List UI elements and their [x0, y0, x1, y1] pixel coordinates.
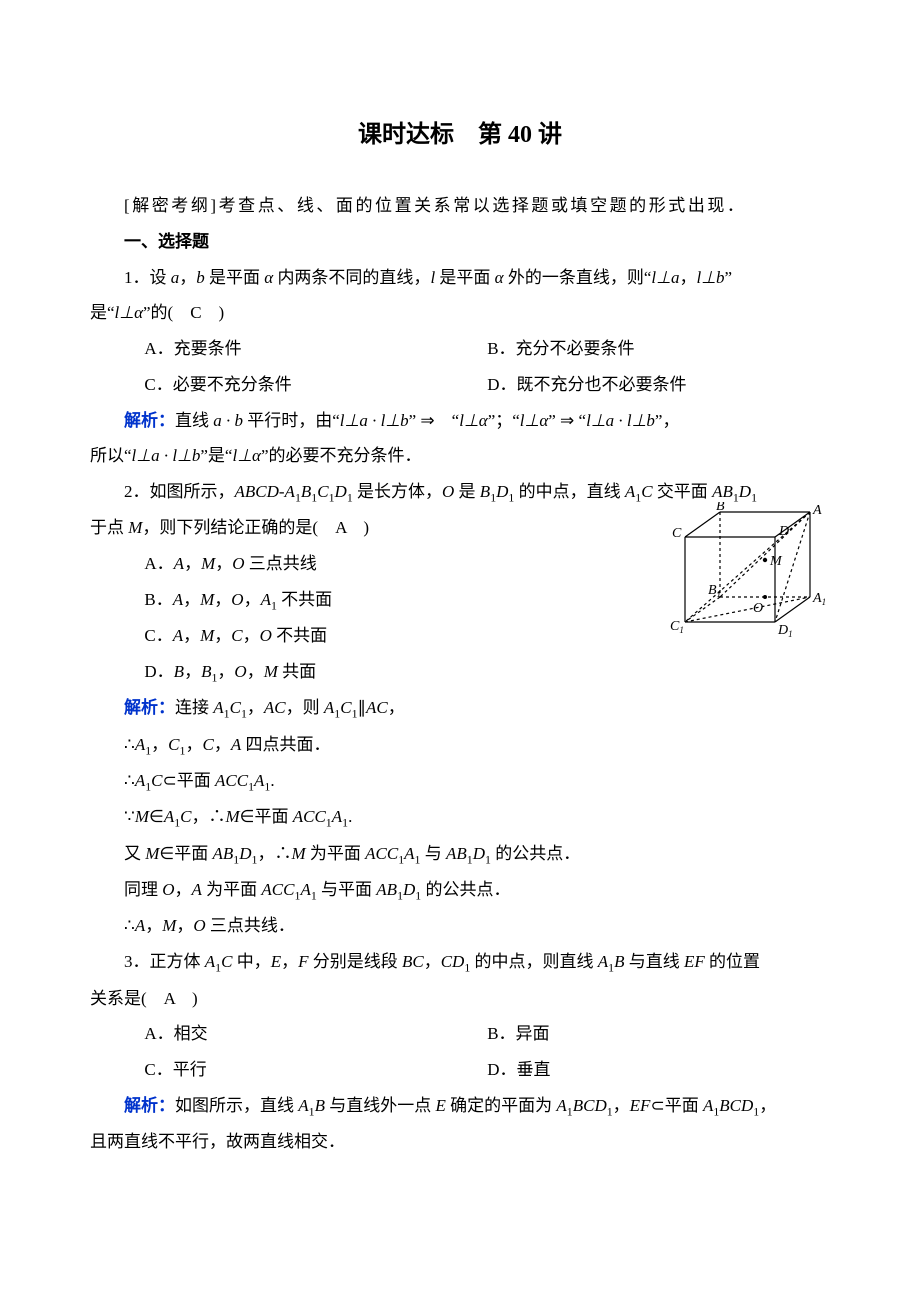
q2-optD: D．B，B1，O，M 共面 — [144, 654, 830, 690]
q2-ans-3: ∴A1C⊂平面 ACC1A1. — [90, 763, 830, 799]
q1-optC: C．必要不充分条件 — [144, 367, 487, 403]
page: 课时达标 第 40 讲 [解密考纲]考查点、线、面的位置关系常以选择题或填空题的… — [0, 0, 920, 1302]
q3-optA: A．相交 — [144, 1016, 487, 1052]
cuboid-diagram: B A C D M B1 A1 C1 D1 O — [660, 502, 830, 652]
q1-optA: A．充要条件 — [144, 331, 487, 367]
q3-ans-2: 且两直线不平行，故两直线相交． — [90, 1124, 830, 1160]
label-D: D — [778, 524, 789, 539]
section-heading: 一、选择题 — [90, 224, 830, 260]
q2-block: B A C D M B1 A1 C1 D1 O 2．如图所示，ABCD-A1B1… — [90, 474, 830, 690]
q3-stem-line1: 3．正方体 A1C 中，E，F 分别是线段 BC，CD1 的中点，则直线 A1B… — [90, 944, 830, 980]
q1-answer-line2: 所以“l⊥a · l⊥b”是“l⊥α”的必要不充分条件． — [90, 438, 830, 474]
q2-ans-5: 又 M∈平面 AB1D1，∴M 为平面 ACC1A1 与 AB1D1 的公共点． — [90, 836, 830, 872]
label-B1: B1 — [708, 583, 721, 599]
q2-ans-2: ∴A1，C1，C，A 四点共面． — [90, 727, 830, 763]
q1-stem-line2: 是“l⊥α”的( C ) — [90, 295, 830, 331]
answer-label: 解析： — [124, 411, 175, 430]
label-D1: D1 — [777, 623, 793, 639]
label-O: O — [753, 601, 763, 616]
q3-optB: B．异面 — [487, 1016, 830, 1052]
q2-ans-6: 同理 O，A 为平面 ACC1A1 与平面 AB1D1 的公共点． — [90, 872, 830, 908]
q3-ans-1: 解析：如图所示，直线 A1B 与直线外一点 E 确定的平面为 A1BCD1，EF… — [90, 1088, 830, 1124]
q3-options: A．相交 B．异面 C．平行 D．垂直 — [90, 1016, 830, 1087]
intro-line: [解密考纲]考查点、线、面的位置关系常以选择题或填空题的形式出现． — [90, 188, 830, 224]
q3-stem-line2: 关系是( A ) — [90, 981, 830, 1017]
q1-optD: D．既不充分也不必要条件 — [487, 367, 830, 403]
q1-answer-line1: 解析：直线 a · b 平行时，由“l⊥a · l⊥b” ⇒ “l⊥α”；“l⊥… — [90, 403, 830, 439]
label-A1: A1 — [812, 591, 826, 607]
page-title: 课时达标 第 40 讲 — [90, 110, 830, 160]
q1-stem-line1: 1．设 a，b 是平面 α 内两条不同的直线，l 是平面 α 外的一条直线，则“… — [90, 260, 830, 296]
label-M: M — [769, 554, 783, 569]
q2-ans-4: ∵M∈A1C，∴M∈平面 ACC1A1. — [90, 799, 830, 835]
q1-options: A．充要条件 B．充分不必要条件 C．必要不充分条件 D．既不充分也不必要条件 — [90, 331, 830, 402]
q1-optB: B．充分不必要条件 — [487, 331, 830, 367]
label-C: C — [672, 526, 682, 541]
q2-ans-7: ∴A，M，O 三点共线． — [90, 908, 830, 944]
label-C1: C1 — [670, 619, 684, 635]
q2-ans-1: 解析：连接 A1C1，AC，则 A1C1∥AC， — [90, 690, 830, 726]
label-B: B — [716, 502, 725, 514]
q3-optC: C．平行 — [144, 1052, 487, 1088]
label-A: A — [812, 503, 822, 518]
q3-optD: D．垂直 — [487, 1052, 830, 1088]
